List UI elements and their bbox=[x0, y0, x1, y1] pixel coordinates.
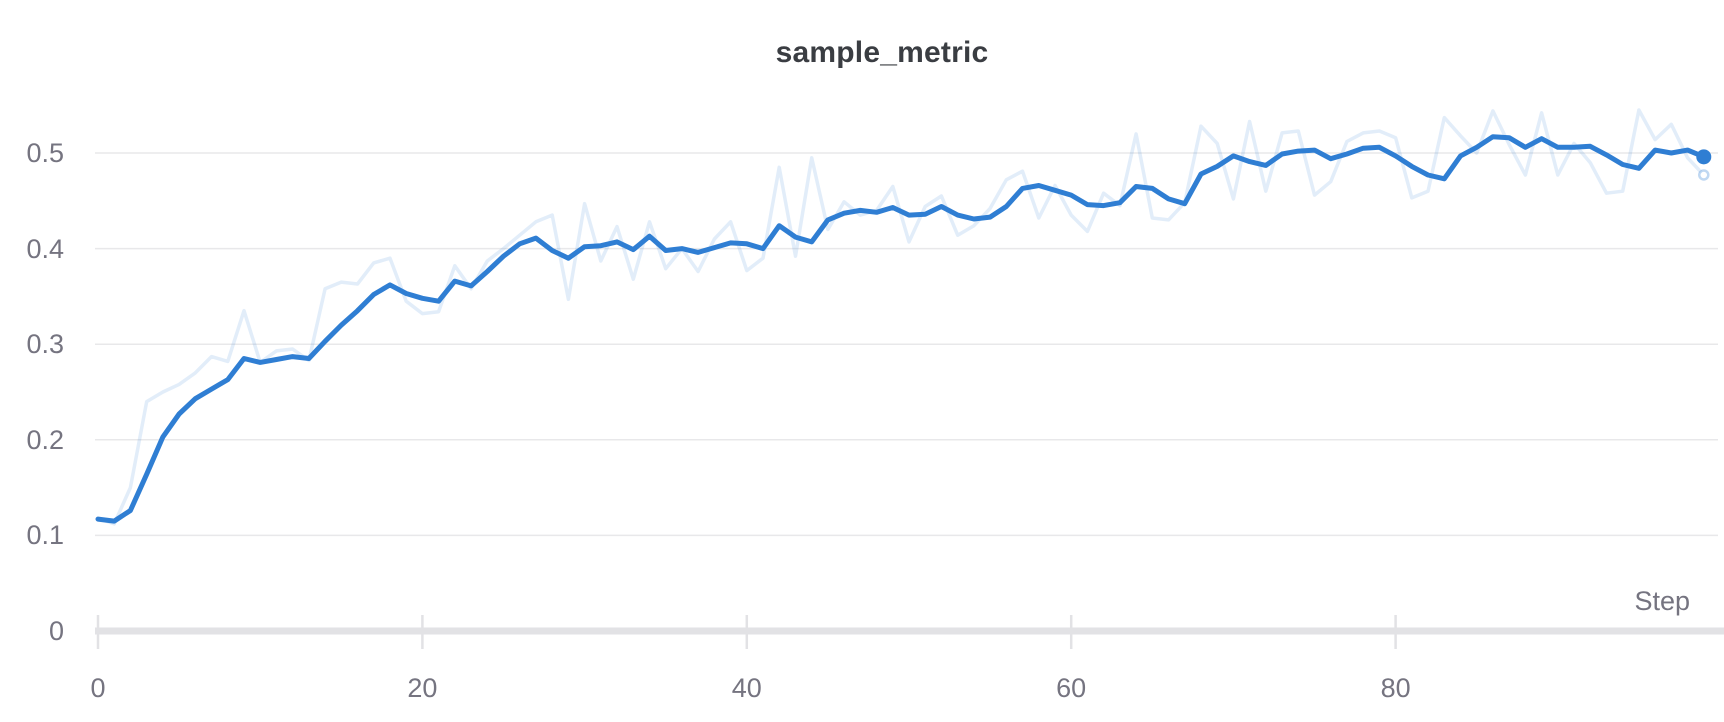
smoothed-series-line bbox=[95, 134, 1707, 524]
axis-tick bbox=[421, 615, 424, 649]
x-axis-title: Step bbox=[1634, 586, 1690, 616]
axis-tick bbox=[1069, 615, 1073, 649]
x-tick-label: 60 bbox=[1056, 673, 1087, 703]
y-tick-label: 0 bbox=[48, 616, 64, 646]
y-tick-label: 0.1 bbox=[26, 520, 64, 551]
x-tick-label: 40 bbox=[731, 673, 762, 703]
x-tick-label: 80 bbox=[1380, 673, 1411, 703]
chart-title: sample_metric bbox=[775, 36, 989, 69]
raw-series-line bbox=[96, 108, 1706, 526]
y-tick-label: 0.5 bbox=[26, 138, 64, 168]
x-tick-label: 20 bbox=[407, 673, 438, 703]
x-tick-label: 0 bbox=[90, 673, 106, 703]
axis-baseline bbox=[95, 627, 1724, 635]
axis-tick bbox=[745, 615, 749, 649]
axis-tick bbox=[96, 615, 100, 649]
endpoint-dot bbox=[1696, 149, 1712, 165]
raw-endpoint-ring bbox=[1698, 169, 1710, 181]
y-tick-label: 0.3 bbox=[26, 329, 64, 360]
y-tick-label: 0.4 bbox=[26, 233, 64, 264]
y-tick-label: 0.2 bbox=[26, 424, 64, 455]
axis-tick bbox=[1394, 615, 1397, 649]
